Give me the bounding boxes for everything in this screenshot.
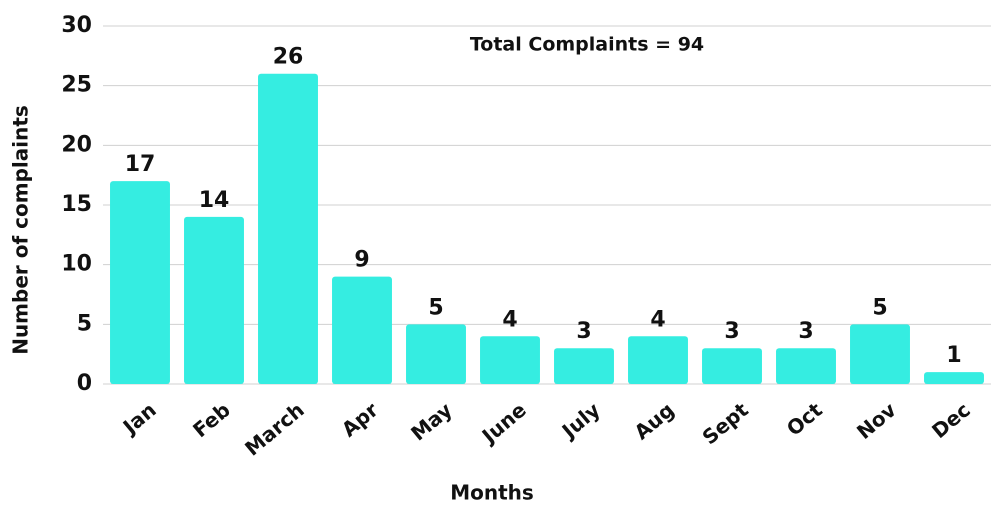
bar: [332, 276, 392, 384]
x-tick-label: Aug: [630, 398, 679, 445]
data-label: 5: [872, 295, 887, 320]
data-label: 3: [724, 319, 739, 344]
data-label: 17: [125, 152, 156, 177]
data-label: 3: [798, 319, 813, 344]
y-axis-title: Number of complaints: [9, 105, 33, 355]
y-tick-label: 15: [61, 192, 92, 217]
x-tick-label: Feb: [188, 398, 235, 443]
annotation: Total Complaints = 94: [470, 34, 704, 56]
bar: [184, 216, 244, 384]
data-label: 4: [650, 307, 665, 332]
bar: [406, 324, 466, 384]
data-label: 4: [502, 307, 517, 332]
data-label: 14: [199, 188, 230, 213]
data-label: 9: [354, 248, 369, 273]
y-tick-label: 0: [77, 371, 92, 396]
x-tick-label: Oct: [782, 397, 827, 440]
y-tick-label: 20: [61, 132, 92, 157]
data-label: 3: [576, 319, 591, 344]
x-tick-label: Dec: [927, 398, 975, 443]
bar: [702, 348, 762, 384]
y-tick-label: 10: [61, 252, 92, 277]
bar: [776, 348, 836, 384]
data-label: 26: [273, 45, 304, 70]
x-tick-label: Jan: [117, 398, 161, 440]
y-tick-label: 5: [77, 311, 92, 336]
data-label: 5: [428, 295, 443, 320]
bar: [628, 336, 688, 384]
x-tick-label: Sept: [698, 397, 753, 449]
x-tick-label: May: [406, 398, 457, 446]
x-tick-label: Apr: [337, 398, 383, 442]
bar: [924, 372, 984, 384]
x-axis-title: Months: [450, 481, 534, 505]
bar: [110, 181, 170, 384]
x-tick-label: March: [240, 398, 309, 461]
bar: [850, 324, 910, 384]
bar: [258, 73, 318, 384]
y-tick-label: 25: [61, 73, 92, 98]
bar: [480, 336, 540, 384]
x-tick-label: July: [556, 398, 605, 444]
data-label: 1: [946, 343, 961, 368]
x-tick-label: Nov: [852, 398, 901, 444]
x-tick-label: June: [476, 398, 531, 449]
y-tick-label: 30: [61, 13, 92, 38]
bar: [554, 348, 614, 384]
